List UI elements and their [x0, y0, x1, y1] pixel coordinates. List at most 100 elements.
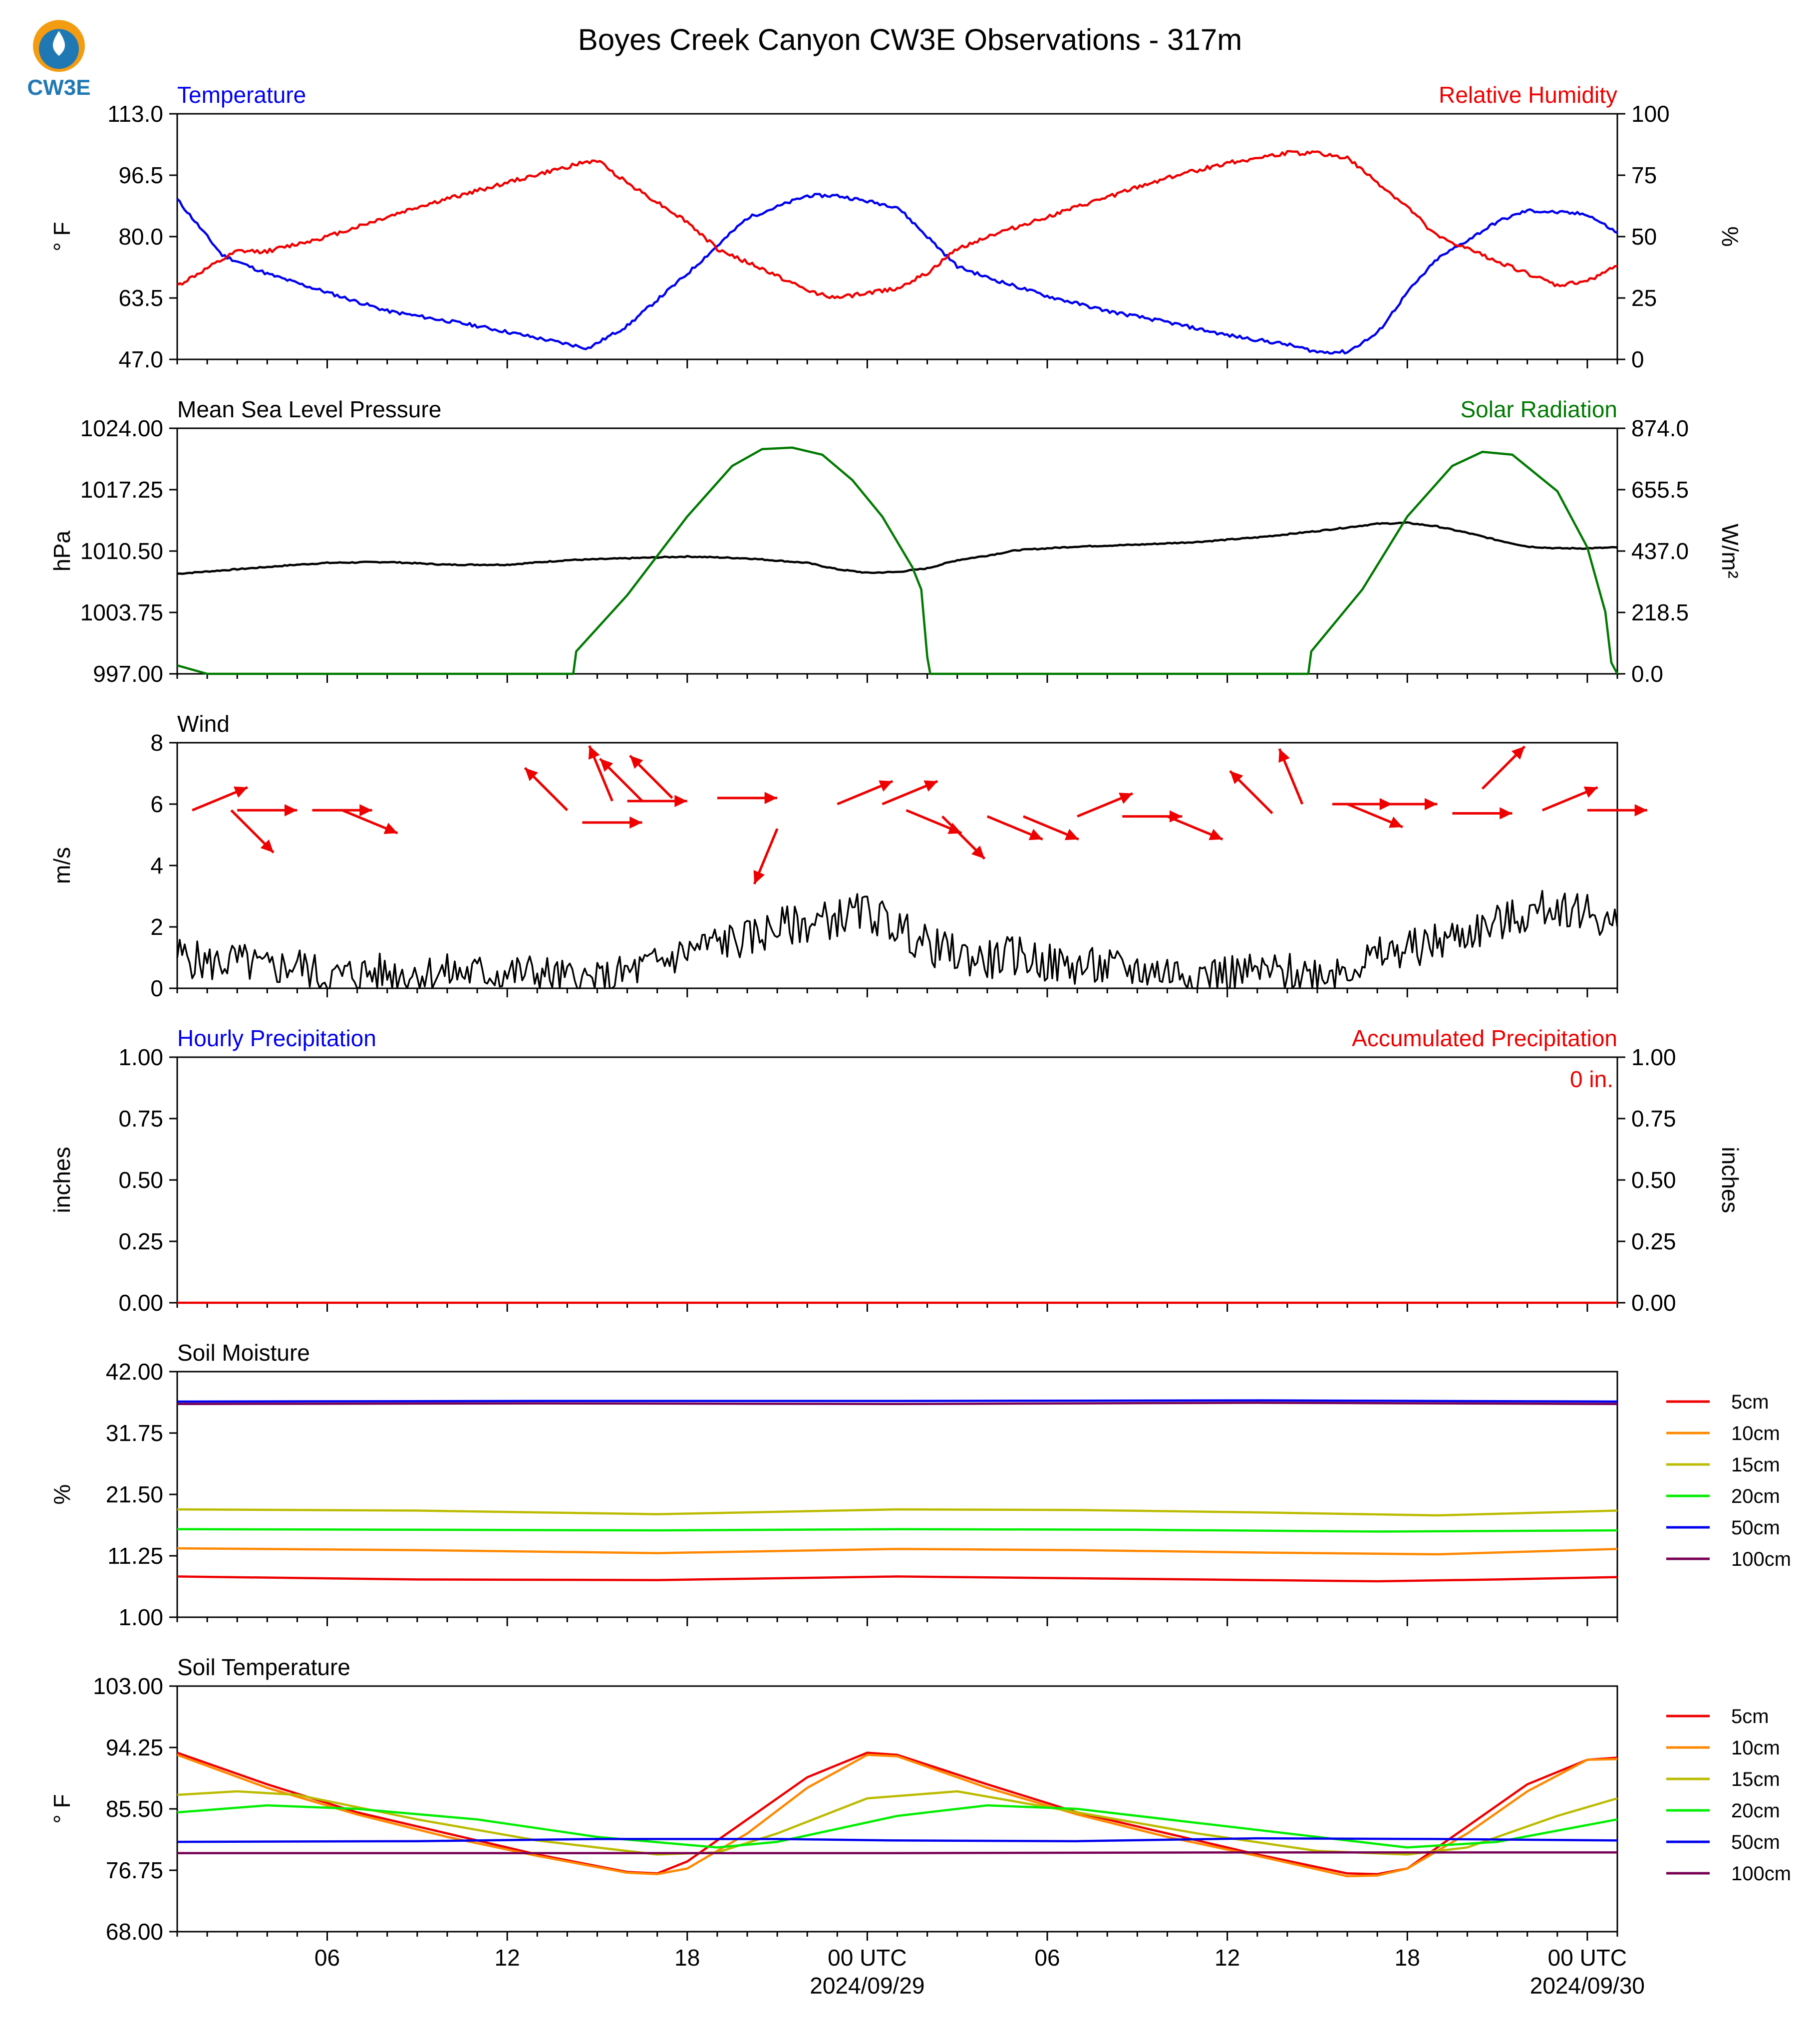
wind-arrow-head — [260, 839, 274, 853]
legend-label: 5cm — [1731, 1391, 1769, 1413]
series-line-red — [176, 150, 1618, 299]
wind-arrow-head — [233, 786, 248, 798]
y-axis-label-left: inches — [49, 1147, 75, 1213]
x-tick-label: 12 — [495, 1945, 520, 1971]
y-tick-label-left: 47.0 — [118, 346, 163, 372]
y-tick-label-left: 4 — [150, 853, 163, 878]
y-tick-label-left: 76.75 — [106, 1857, 163, 1883]
y-tick-label-right: 655.5 — [1631, 477, 1689, 503]
legend-label: 15cm — [1731, 1454, 1780, 1476]
x-tick-label: 00 UTC — [1548, 1945, 1627, 1971]
y-axis-label-left: ° F — [49, 1794, 75, 1823]
plot-frame — [176, 427, 1618, 675]
y-tick-label-left: 96.5 — [118, 162, 163, 188]
x-tick-label: 18 — [674, 1945, 700, 1971]
series-line-50cm — [177, 1399, 1618, 1403]
wind-arrow-head — [629, 816, 642, 829]
y-tick-label-left: 63.5 — [118, 285, 163, 311]
wind-arrow-head — [1583, 786, 1598, 798]
accumulated-precip-value: 0 in. — [1570, 1066, 1613, 1092]
y-tick-label-left: 80.0 — [118, 224, 163, 250]
y-tick-label-left: 0.50 — [118, 1167, 163, 1193]
panel-4: Hourly Precipitation Accumulated Precipit… — [49, 1025, 1743, 1316]
series-line-5cm — [177, 1751, 1618, 1875]
wind-arrow-head — [1229, 771, 1243, 785]
figure-title: Boyes Creek Canyon CW3E Observations - 3… — [578, 23, 1242, 56]
legend-label: 10cm — [1731, 1423, 1780, 1445]
y-tick-label-left: 997.00 — [93, 661, 163, 687]
y-tick-label-left: 0.00 — [118, 1290, 163, 1316]
panel-title-left: Mean Sea Level Pressure — [177, 396, 441, 422]
wind-arrow-head — [1511, 746, 1525, 760]
y-tick-label-right: 1.00 — [1631, 1044, 1676, 1070]
y-tick-label-left: 103.00 — [93, 1673, 163, 1699]
panel-title-right: Accumulated Precipitation — [1352, 1025, 1617, 1051]
wind-arrow-head — [1064, 829, 1079, 841]
y-tick-label-left: 8 — [150, 730, 163, 756]
panel-title-left: Temperature — [177, 82, 306, 108]
y-tick-label-right: 0.25 — [1631, 1228, 1676, 1254]
y-tick-label-left: 1010.50 — [80, 538, 163, 564]
y-tick-label-left: 6 — [150, 791, 163, 817]
panel-title-left: Hourly Precipitation — [177, 1025, 376, 1051]
series-line-black — [177, 521, 1618, 575]
wind-arrow-head — [1500, 807, 1513, 820]
y-tick-label-left: 94.25 — [106, 1735, 163, 1760]
wind-arrow-head — [1388, 817, 1403, 828]
y-tick-label-right: 50 — [1631, 224, 1657, 250]
y-tick-label-right: 0.0 — [1631, 661, 1663, 687]
wind-arrow-head — [764, 792, 777, 804]
y-tick-label-left: 1024.00 — [80, 415, 163, 441]
y-tick-label-left: 85.50 — [106, 1796, 163, 1822]
y-tick-label-left: 0.25 — [118, 1228, 163, 1254]
series-line-black — [176, 889, 1618, 989]
y-tick-label-left: 21.50 — [106, 1481, 163, 1507]
wind-arrow-head — [525, 768, 538, 781]
y-tick-label-left: 68.00 — [106, 1919, 163, 1945]
y-tick-label-right: 218.5 — [1631, 599, 1689, 625]
wind-arrow-head — [1634, 804, 1647, 817]
wind-arrow-head — [1278, 749, 1290, 763]
series-line-10cm — [177, 1753, 1618, 1878]
legend-label: 10cm — [1731, 1737, 1780, 1759]
cw3e-logo-text: CW3E — [27, 75, 90, 100]
wind-arrow-head — [674, 795, 687, 808]
x-date-label: 2024/09/29 — [810, 1973, 924, 1999]
panel-title-left: Soil Temperature — [177, 1654, 350, 1680]
wind-arrow-head — [359, 804, 372, 817]
panel-title-left: Wind — [177, 711, 230, 737]
y-tick-label-right: 874.0 — [1631, 415, 1689, 441]
legend-label: 50cm — [1731, 1831, 1780, 1853]
wind-arrow-head — [588, 745, 600, 760]
y-tick-label-right: 25 — [1631, 285, 1657, 311]
wind-arrow-head — [923, 780, 938, 792]
wind-arrow-head — [629, 755, 643, 769]
legend-label: 5cm — [1731, 1706, 1769, 1728]
series-line-50cm — [177, 1837, 1618, 1843]
x-tick-label: 06 — [1034, 1945, 1060, 1971]
series-line-5cm — [177, 1575, 1618, 1583]
legend-label: 100cm — [1731, 1863, 1791, 1885]
y-tick-label-left: 0.75 — [118, 1106, 163, 1132]
plot-frame — [176, 742, 1618, 989]
y-tick-label-right: 437.0 — [1631, 538, 1689, 564]
panel-title-right: Relative Humidity — [1439, 82, 1617, 108]
y-tick-label-left: 11.25 — [107, 1543, 163, 1569]
y-axis-label-right: % — [1717, 227, 1743, 247]
y-tick-label-right: 0.00 — [1631, 1290, 1676, 1316]
wind-arrow-head — [1424, 798, 1438, 811]
y-tick-label-right: 75 — [1631, 162, 1657, 188]
y-axis-label-right: inches — [1717, 1147, 1743, 1213]
plot-frame — [176, 1685, 1618, 1933]
panel-title-left: Soil Moisture — [177, 1340, 310, 1366]
series-line-blue — [176, 193, 1618, 355]
series-line-20cm — [177, 1528, 1618, 1533]
y-axis-label-right: W/m² — [1717, 524, 1743, 579]
series-line-green — [177, 446, 1618, 675]
y-tick-label-left: 1003.75 — [80, 599, 163, 625]
y-axis-label-left: ° F — [49, 222, 75, 251]
legend-label: 20cm — [1731, 1485, 1780, 1507]
legend-label: 20cm — [1731, 1800, 1780, 1822]
panel-title-right: Solar Radiation — [1460, 396, 1617, 422]
